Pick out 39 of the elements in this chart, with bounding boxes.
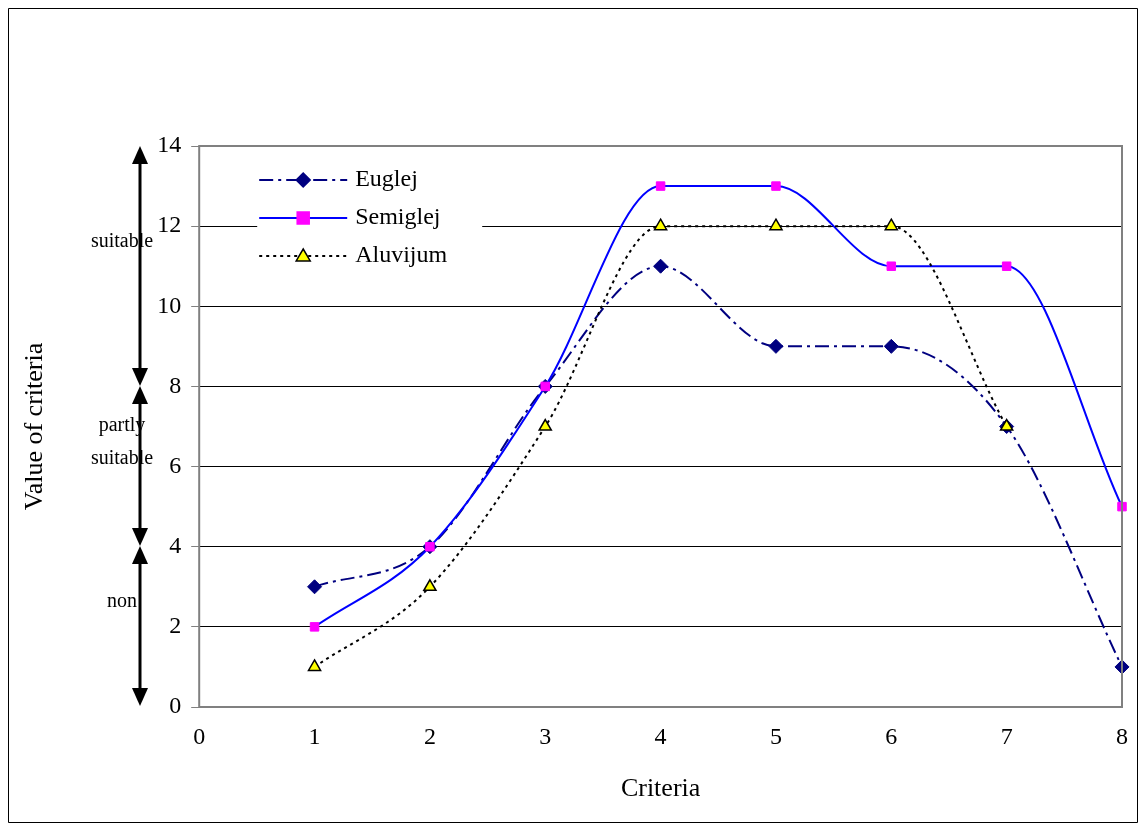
point	[1117, 501, 1127, 512]
point	[886, 261, 897, 271]
point	[309, 622, 320, 632]
point	[883, 338, 899, 354]
y-tick-label: 8	[169, 371, 182, 398]
point	[769, 218, 783, 231]
x-tick-label: 6	[885, 722, 898, 749]
y-tick-label: 6	[169, 451, 182, 478]
legend-label: Semiglej	[355, 203, 441, 230]
x-tick-label: 0	[193, 722, 206, 749]
point	[1001, 261, 1012, 271]
y-axis-title: Value of criteria	[19, 342, 49, 511]
x-tick-label: 4	[654, 722, 667, 749]
point	[768, 338, 784, 354]
y-tick-label: 0	[169, 692, 182, 719]
point	[653, 258, 669, 274]
point	[653, 218, 668, 231]
point	[307, 579, 323, 595]
y-tick-label: 4	[169, 532, 182, 559]
point	[771, 181, 781, 191]
y-tick-label: 14	[157, 131, 182, 158]
x-tick-label: 7	[1000, 722, 1013, 749]
point	[423, 579, 437, 592]
point	[884, 218, 899, 231]
legend-label: Euglej	[355, 165, 418, 192]
x-tick-label: 2	[423, 722, 436, 749]
legend-label: Aluvijum	[355, 241, 448, 268]
y-tick-label: 2	[169, 612, 182, 639]
y-tick-label: 12	[157, 211, 182, 238]
x-axis-title: Criteria	[620, 773, 701, 803]
x-tick-label: 3	[539, 722, 552, 749]
point	[538, 418, 553, 431]
y-tick-label: 10	[157, 291, 182, 318]
point	[655, 181, 666, 191]
x-tick-label: 8	[1116, 722, 1128, 749]
x-tick-label: 5	[769, 722, 782, 749]
point	[307, 659, 322, 672]
x-tick-label: 1	[308, 722, 321, 749]
text: non	[107, 589, 137, 612]
